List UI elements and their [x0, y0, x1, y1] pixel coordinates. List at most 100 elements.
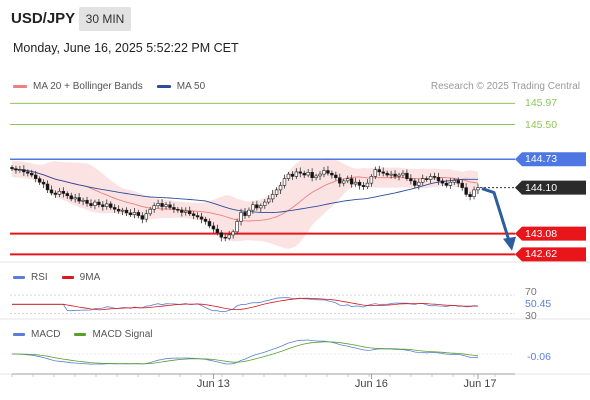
candle-body	[37, 178, 42, 183]
candle-body	[22, 169, 26, 173]
x-tick-label: Jun 16	[355, 378, 388, 390]
candle-body	[184, 210, 188, 213]
candle-body	[266, 198, 271, 203]
timeframe-badge[interactable]: 30 MIN	[79, 7, 131, 31]
candle-body	[120, 209, 125, 212]
candle-body	[472, 189, 476, 197]
candle-body	[57, 190, 62, 195]
legend-macd: MACD	[13, 329, 60, 340]
candle-body	[144, 213, 148, 220]
x-tick-label: Jun 17	[463, 378, 496, 390]
candle-body	[251, 204, 255, 211]
candle-body	[444, 182, 449, 186]
candle-body	[148, 208, 152, 215]
level-label-resistance: 145.50	[525, 118, 558, 131]
candle-body	[30, 172, 34, 176]
ma20-swatch	[13, 85, 27, 88]
candle-body	[140, 215, 145, 220]
macd-signal-line	[12, 341, 479, 365]
candle-body	[176, 208, 180, 211]
candle-body	[322, 170, 326, 175]
candle-body	[452, 180, 457, 183]
bollinger-band	[12, 158, 478, 249]
candle-body	[53, 192, 58, 195]
rsi-ma-line	[12, 297, 478, 311]
trend-arrow-head	[503, 236, 516, 251]
candle-body	[365, 182, 370, 188]
candle-body	[14, 168, 18, 171]
candle-body	[436, 176, 441, 182]
macd-line	[11, 339, 479, 365]
candle-body	[306, 172, 310, 176]
candle-body	[377, 169, 381, 173]
candle-body	[172, 207, 176, 210]
macd-swatch	[13, 333, 25, 336]
candle-body	[49, 189, 54, 194]
candle-body	[255, 204, 259, 209]
candle-body	[424, 178, 429, 180]
level-tag-support	[515, 247, 586, 262]
candle-body	[302, 172, 306, 176]
candle-body	[247, 209, 251, 216]
candle-body	[263, 201, 267, 206]
rsi-tick-70: 70	[525, 286, 537, 299]
candle-body	[401, 172, 405, 176]
candle-body	[417, 181, 421, 186]
candle-body	[33, 174, 38, 179]
candle-body	[385, 172, 389, 176]
candle-body	[243, 212, 247, 216]
candle-body	[373, 169, 378, 177]
candle-body	[101, 204, 105, 207]
candle-body	[235, 221, 239, 233]
candle-body	[41, 181, 46, 185]
candle-body	[18, 169, 22, 171]
candle-body	[105, 203, 109, 207]
candle-body	[290, 173, 295, 177]
rsi-line	[12, 297, 479, 313]
candle-body	[409, 178, 413, 182]
candle-body	[428, 176, 433, 180]
candle-body	[45, 183, 50, 191]
level-tag-support	[515, 226, 586, 241]
level-label-current: 144.10	[525, 181, 558, 194]
x-tick-label: Jun 13	[197, 378, 230, 390]
candle-body	[270, 194, 275, 200]
candle-body	[440, 180, 445, 184]
candle-body	[156, 203, 160, 206]
candle-body	[286, 173, 291, 179]
candle-body	[219, 232, 224, 238]
candle-body	[231, 231, 235, 236]
legend-rsi-label: RSI	[31, 272, 48, 283]
symbol-title: USD/JPY	[11, 10, 76, 27]
candle-body	[393, 173, 397, 177]
candle-body	[61, 190, 66, 194]
candle-body	[136, 212, 141, 216]
candle-body	[389, 173, 393, 176]
level-label-support: 143.08	[525, 227, 558, 240]
legend-macd-signal-label: MACD Signal	[92, 329, 153, 340]
candle-body	[203, 218, 208, 222]
legend-rsi-ma-label: 9MA	[79, 272, 101, 283]
candle-body	[405, 172, 409, 179]
candle-body	[298, 171, 302, 174]
rsi-tick-30: 30	[525, 310, 537, 323]
candle-body	[195, 215, 200, 218]
candle-body	[413, 180, 417, 186]
legend-macd-signal: MACD Signal	[74, 329, 152, 340]
candle-body	[69, 195, 73, 200]
candle-body	[26, 171, 30, 174]
candle-body	[97, 201, 101, 206]
candle-body	[294, 171, 299, 177]
candle-body	[128, 212, 133, 215]
candle-body	[168, 204, 172, 208]
candle-body	[188, 210, 192, 215]
candle-body	[345, 178, 350, 182]
candle-body	[73, 197, 77, 200]
level-label-resistance: 145.97	[525, 97, 558, 110]
candle-body	[448, 181, 453, 186]
candle-body	[85, 199, 89, 204]
candle-body	[109, 203, 113, 208]
candle-body	[152, 205, 156, 210]
level-label-pivot: 144.73	[525, 153, 558, 166]
